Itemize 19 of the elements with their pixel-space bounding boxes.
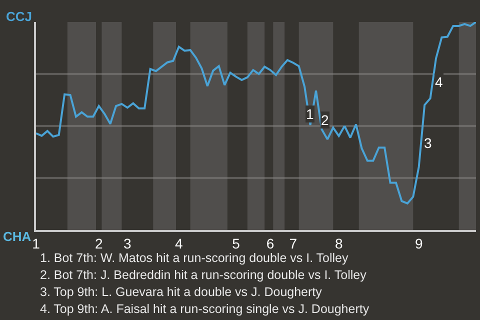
annotation: 2 [321,112,329,128]
text: 4. Top 9th: A. Faisal hit a run-scoring single vs J. Dougherty [40,302,370,316]
x-tick-label: 1 [32,236,40,252]
annotation: 4 [435,74,443,90]
x-tick-label: 6 [266,236,274,252]
text: CHA [3,229,32,244]
x-tick-label: 8 [334,236,343,252]
annotation: 3 [424,135,432,151]
annotation: 1 [306,106,314,122]
text: 1. Bot 7th: W. Matos hit a run-scoring double vs I. Tolley [40,251,349,265]
x-tick-label: 2 [94,236,103,252]
x-tick-label: 9 [414,236,423,252]
text: 3. Top 9th: L. Guevara hit a double vs J. Dougherty [40,285,323,299]
x-tick-label: 4 [174,236,183,252]
x-tick-label: 3 [124,236,132,252]
x-tick-label: 7 [289,236,298,252]
text: 2. Bot 7th: J. Bedreddin hit a run-scoring double vs I. Tolley [40,268,368,282]
x-tick-label: 5 [232,236,240,252]
text: CCJ [6,9,32,24]
